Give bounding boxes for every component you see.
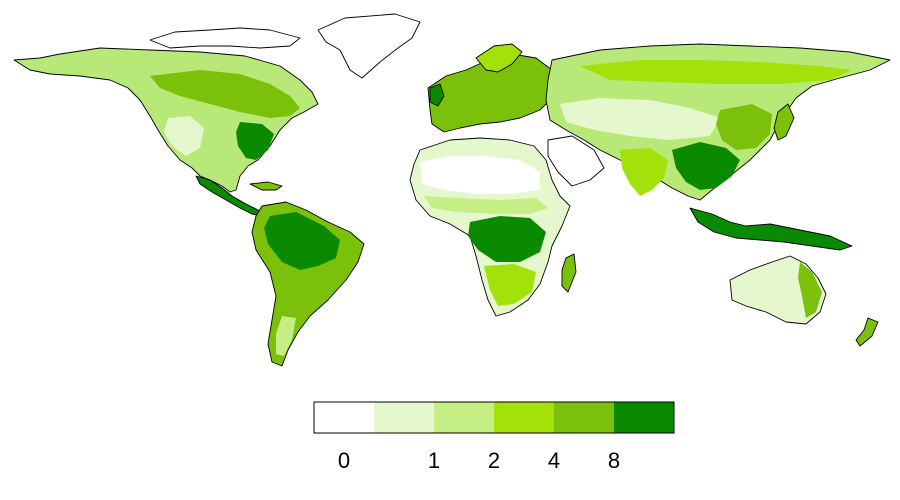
scandinavia [475,43,523,73]
southern-africa [484,264,536,306]
arabia [547,135,605,187]
madagascar [561,253,577,293]
new-zealand [855,317,879,347]
greenland [317,13,421,79]
arctic-islands [149,27,301,49]
east-asia [716,104,772,150]
japan [773,103,795,141]
north-america-boreal [150,70,300,118]
siberia-forest [580,60,852,84]
legend-swatch-4 [554,402,614,433]
world-map [13,13,891,367]
legend-swatches [314,402,674,433]
caribbean [249,181,283,191]
australia-coast [798,262,822,318]
sahara [420,156,540,194]
patagonia [276,316,296,356]
legend-border [313,401,675,434]
legend-tick-0: 0 [338,448,350,473]
legend-tick-1: 1 [428,448,440,473]
north-america-east [236,122,274,160]
legend-swatch-3 [494,402,554,433]
southeast-asia [672,142,740,190]
color-legend: 0 1 2 4 8 [313,401,675,473]
south-asia [620,148,668,196]
central-asia-dry [560,98,720,140]
legend-swatch-0 [314,402,374,433]
amazon [264,212,340,270]
legend-swatch-5 [614,402,674,433]
congo [468,216,546,262]
north-america [13,47,319,193]
indonesia [689,207,853,251]
british-isles [429,83,445,107]
legend-swatch-1 [374,402,434,433]
legend-tick-2: 2 [488,448,500,473]
legend-swatch-2 [434,402,494,433]
legend-tick-4: 8 [608,448,620,473]
map-layers [13,13,891,367]
sahel [424,196,548,214]
north-america-west-dry [164,116,204,156]
legend-tick-3: 4 [548,448,560,473]
